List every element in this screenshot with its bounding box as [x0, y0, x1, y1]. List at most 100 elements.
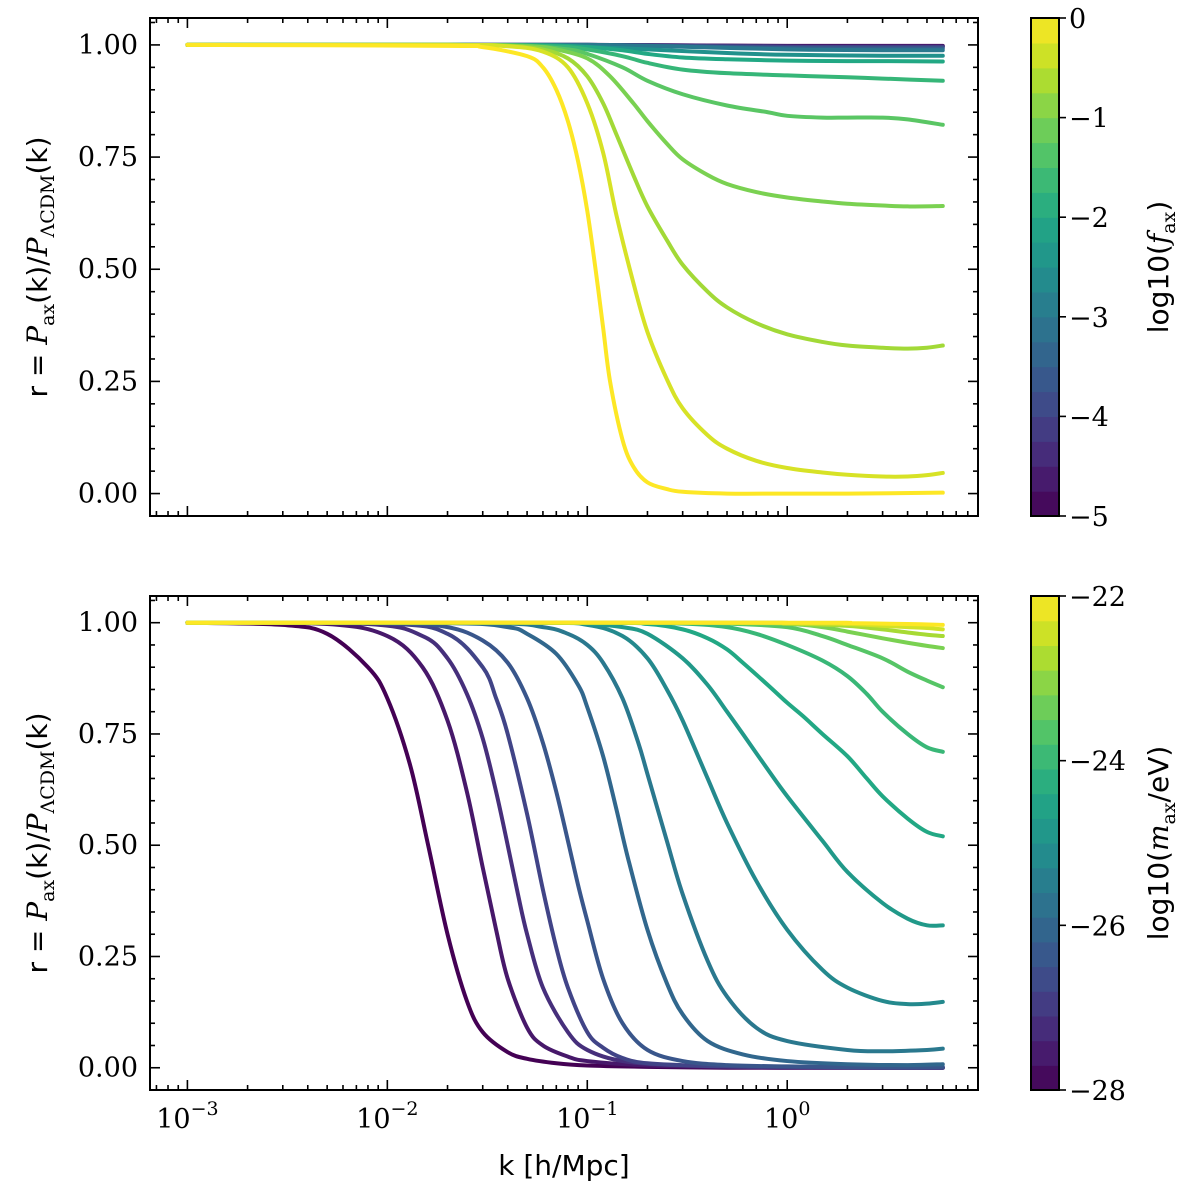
- colorbar-level: [1031, 966, 1059, 992]
- xtick-base: 10: [356, 1104, 390, 1135]
- colorbar-level: [1031, 645, 1059, 671]
- series-line-15: [185, 620, 945, 627]
- series-line-10: [185, 620, 945, 754]
- series-line-7: [185, 620, 945, 1007]
- colorbar-level: [1031, 491, 1059, 517]
- ylabel-p1: P: [21, 901, 54, 922]
- colorbar-label-suffix: /eV): [1142, 746, 1175, 803]
- colorbar-level: [1031, 1040, 1059, 1066]
- ylabel-sub1: ax: [37, 304, 59, 326]
- colorbar-level: [1031, 1015, 1059, 1042]
- colorbar-label-prefix: log10(: [1142, 851, 1175, 940]
- colorbar-level: [1031, 620, 1059, 646]
- axes-frame: [149, 17, 979, 517]
- colorbar-level: [1031, 92, 1059, 119]
- colorbar-level: [1031, 316, 1059, 343]
- colorbar-level: [1031, 596, 1059, 622]
- colorbar-level: [1031, 142, 1059, 168]
- colorbar-label-sub: ax: [1158, 802, 1180, 824]
- colorbar: 0 −1 −2 −3 −4 −5 log10(fax): [1030, 4, 1180, 533]
- xtick-label: 10−1: [556, 1098, 618, 1135]
- ytick-label: 0.25: [78, 941, 138, 972]
- colorbar-level: [1031, 391, 1059, 417]
- xtick-base: 10: [764, 1104, 798, 1135]
- series-line-12: [185, 42, 945, 496]
- ylabel-p1: P: [21, 325, 54, 346]
- colorbar-tick-label: −2: [1069, 203, 1109, 234]
- colorbar-level: [1031, 744, 1059, 770]
- series-group: [185, 620, 945, 1070]
- colorbar-level: [1031, 768, 1059, 795]
- ytick-label: 0.75: [78, 142, 138, 173]
- ylabel-p2: P: [21, 812, 54, 833]
- colorbar-level: [1031, 843, 1059, 869]
- ylabel-sub1: ax: [37, 880, 59, 902]
- ylabel-p2: P: [21, 236, 54, 257]
- colorbar-label-prefix: log10(: [1142, 244, 1175, 333]
- xtick-exponent: 0: [798, 1098, 810, 1120]
- ylabel-suffix: (k): [21, 136, 54, 174]
- xtick-exponent: −1: [590, 1098, 618, 1120]
- colorbar-level: [1031, 42, 1059, 69]
- colorbar-level: [1031, 217, 1059, 243]
- colorbar-tick-label: −26: [1069, 911, 1126, 942]
- ytick-label: 0.50: [78, 830, 138, 861]
- series-line-0: [185, 620, 945, 1070]
- colorbar-level: [1031, 793, 1059, 819]
- series-line-4: [185, 620, 945, 1070]
- colorbar: −22 −24 −26 −28 log10(max/eV): [1030, 582, 1180, 1107]
- colorbar-level: [1031, 366, 1059, 393]
- colorbar-level: [1031, 341, 1059, 368]
- ytick-label: 0.50: [78, 254, 138, 285]
- series-line-9: [185, 42, 945, 209]
- colorbar-level: [1031, 670, 1059, 696]
- series-line-10: [185, 42, 945, 351]
- colorbar-level: [1031, 242, 1059, 268]
- colorbar-level: [1031, 167, 1059, 193]
- xtick-exponent: −2: [391, 1098, 419, 1120]
- colorbar-tick-label: −22: [1069, 582, 1126, 613]
- colorbar-level: [1031, 441, 1059, 467]
- series-line-9: [185, 620, 945, 839]
- ylabel-prefix: r =: [21, 921, 54, 974]
- colorbar-level: [1031, 917, 1059, 943]
- colorbar-frame: [1030, 17, 1060, 517]
- colorbar-tick-label: −3: [1069, 303, 1109, 334]
- xtick-label: 10−3: [156, 1098, 218, 1135]
- colorbar-level: [1031, 18, 1059, 44]
- xtick-label: 100: [764, 1098, 810, 1135]
- colorbar-level: [1031, 1065, 1059, 1091]
- xtick-exponent: −3: [191, 1098, 219, 1120]
- colorbar-level: [1031, 694, 1059, 721]
- series-line-8: [185, 620, 945, 928]
- colorbar-level: [1031, 941, 1059, 968]
- colorbar-level: [1031, 719, 1059, 745]
- axes-frame: [149, 595, 979, 1091]
- panel-top: 0.000.250.500.751.00r = Pax(k)/PΛCDM(k)0…: [21, 4, 1180, 533]
- xtick-base: 10: [156, 1104, 190, 1135]
- colorbar-tick-label: −24: [1069, 747, 1126, 778]
- colorbar-label: log10(fax): [1142, 201, 1180, 334]
- ylabel-prefix: r =: [21, 345, 54, 398]
- series-line-5: [185, 620, 945, 1068]
- series-line-1: [185, 620, 945, 1070]
- colorbar-tick-label: −28: [1069, 1076, 1126, 1107]
- series-line-11: [185, 42, 945, 479]
- colorbar-level: [1031, 192, 1059, 218]
- colorbar-label-suffix: ): [1142, 201, 1175, 212]
- colorbar-level: [1031, 991, 1059, 1017]
- series-line-3: [185, 620, 945, 1070]
- colorbar-level: [1031, 867, 1059, 893]
- y-axis-label: r = Pax(k)/PΛCDM(k): [21, 136, 59, 397]
- ylabel-mid: (k)/: [21, 256, 54, 304]
- ytick-label: 0.25: [78, 366, 138, 397]
- x-axis-label: k [h/Mpc]: [498, 1149, 629, 1182]
- ylabel-sub2: ΛCDM: [37, 175, 59, 239]
- series-group: [185, 42, 945, 496]
- colorbar-label-var: m: [1142, 824, 1175, 851]
- ylabel-suffix: (k): [21, 712, 54, 750]
- colorbar-tick-label: −5: [1069, 502, 1109, 533]
- colorbar-level: [1031, 67, 1059, 94]
